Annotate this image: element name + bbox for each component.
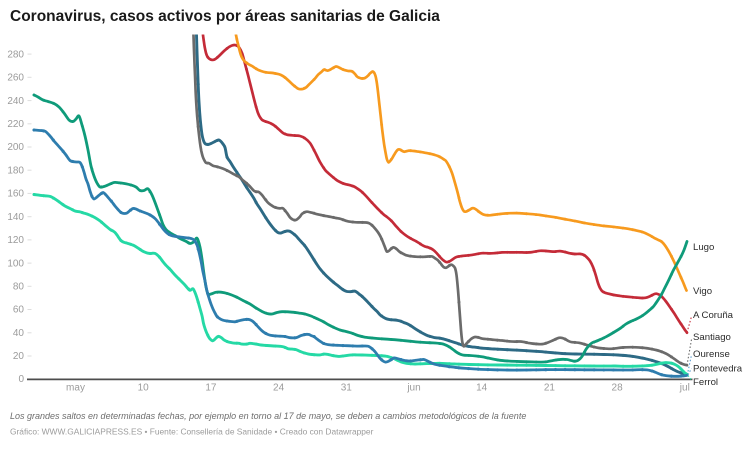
svg-text:40: 40: [13, 328, 25, 339]
svg-text:14: 14: [476, 383, 488, 394]
svg-text:160: 160: [7, 189, 24, 200]
svg-text:24: 24: [273, 383, 285, 394]
svg-text:240: 240: [7, 96, 24, 107]
svg-text:80: 80: [13, 282, 25, 293]
svg-text:280: 280: [7, 49, 24, 60]
svg-text:31: 31: [341, 383, 353, 394]
svg-text:260: 260: [7, 73, 24, 84]
svg-text:200: 200: [7, 142, 24, 153]
svg-text:220: 220: [7, 119, 24, 130]
svg-text:140: 140: [7, 212, 24, 223]
svg-text:Gráfico: WWW.GALICIAPRESS.ES •: Gráfico: WWW.GALICIAPRESS.ES • Fuente: C…: [10, 427, 374, 437]
svg-text:0: 0: [18, 374, 24, 385]
svg-text:jun: jun: [406, 383, 420, 394]
svg-text:100: 100: [7, 258, 24, 269]
svg-text:20: 20: [13, 351, 25, 362]
svg-text:Lugo: Lugo: [693, 242, 714, 253]
svg-text:180: 180: [7, 165, 24, 176]
svg-text:Santiago: Santiago: [693, 332, 731, 343]
svg-text:17: 17: [205, 383, 217, 394]
svg-text:jul: jul: [679, 383, 690, 394]
svg-text:10: 10: [138, 383, 150, 394]
svg-text:A Coruña: A Coruña: [693, 310, 734, 321]
svg-text:Ourense: Ourense: [693, 349, 730, 360]
svg-text:120: 120: [7, 235, 24, 246]
svg-text:28: 28: [612, 383, 624, 394]
svg-text:Coronavirus, casos activos por: Coronavirus, casos activos por áreas san…: [10, 8, 440, 25]
svg-text:21: 21: [544, 383, 556, 394]
svg-text:Ferrol: Ferrol: [693, 377, 718, 388]
svg-text:Pontevedra: Pontevedra: [693, 364, 743, 375]
svg-text:Vigo: Vigo: [693, 286, 712, 297]
svg-text:Los grandes saltos en determin: Los grandes saltos en determinadas fecha…: [10, 411, 526, 421]
svg-text:may: may: [66, 383, 85, 394]
svg-text:60: 60: [13, 305, 25, 316]
